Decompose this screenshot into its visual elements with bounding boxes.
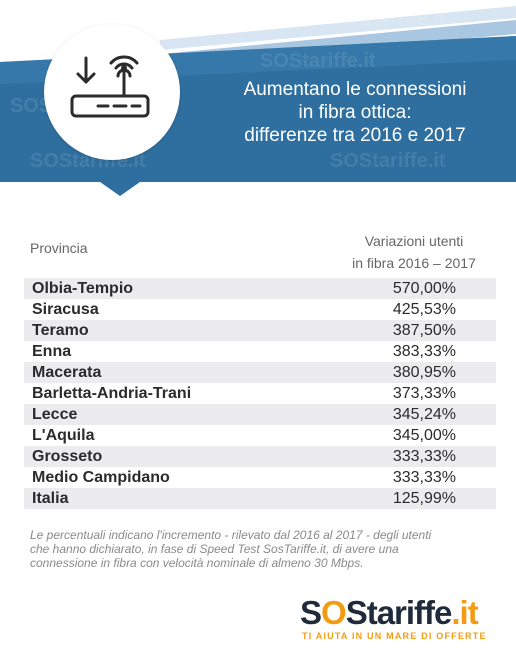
table-row: Macerata 380,95% [24,362,496,383]
row-valore: 570,00% [392,279,456,297]
footnote-line-3: connessione in fibra con velocità nomina… [30,556,364,570]
data-table: Olbia-Tempio 570,00% Siracusa 425,53% Te… [24,278,496,509]
table-row: Enna 383,33% [24,341,496,362]
title-line-3: differenze tra 2016 e 2017 [244,125,466,146]
row-valore: 425,53% [392,300,456,318]
logo-o: O [321,594,347,631]
watermark-3: SOStariffe.it [260,50,376,72]
row-provincia: Enna [32,342,72,360]
logo-dot-it: .it [451,594,478,631]
footnote-line-2: che hanno dichiarato, in fase di Speed T… [30,542,399,556]
row-valore: 345,00% [392,426,456,444]
page-title: Aumentano le connessioni in fibra ottica… [210,78,500,147]
header-banner: SOStariffe.it SOStariffe.it SOStariffe.i… [0,0,516,196]
footnote: Le percentuali indicano l'incremento - r… [30,528,490,570]
row-valore: 345,24% [392,405,456,423]
table-row: Italia 125,99% [24,488,496,509]
row-provincia: L'Aquila [32,426,95,444]
row-valore: 373,33% [392,384,456,402]
column-header-variazioni-line-2: in fibra 2016 – 2017 [352,255,476,271]
router-icon [70,55,150,118]
row-provincia: Barletta-Andria-Trani [32,384,192,402]
table-row: Grosseto 333,33% [24,446,496,467]
row-valore: 383,33% [392,342,456,360]
table-row: Barletta-Andria-Trani 373,33% [24,383,496,404]
watermark-5: SOStariffe.it [330,150,446,172]
logo-s2: S [345,594,368,631]
row-provincia: Lecce [32,405,78,423]
watermark-1: SOStariffe.it [330,8,446,30]
row-valore: 380,95% [392,363,456,381]
row-provincia: Medio Campidano [32,468,170,486]
row-provincia: Olbia-Tempio [32,279,134,297]
logo-tagline: TI AIUTA IN UN MARE DI OFFERTE [302,631,487,641]
title-line-1: Aumentano le connessioni [243,79,467,100]
table-row: Siracusa 425,53% [24,299,496,320]
table-row: Teramo 387,50% [24,320,496,341]
logo-rest: tariffe [366,594,453,631]
row-provincia: Macerata [32,363,102,381]
row-provincia: Italia [32,489,69,507]
sostariffe-logo: SOStariffe.it TI AIUTA IN UN MARE DI OFF… [300,596,500,646]
table-row: Medio Campidano 333,33% [24,467,496,488]
column-header-variazioni: Variazioni utenti in fibra 2016 – 2017 [330,230,498,274]
footnote-line-1: Le percentuali indicano l'incremento - r… [30,528,432,542]
row-provincia: Siracusa [32,300,99,318]
logo-wordmark: SOStariffe.it [300,594,479,631]
row-valore: 125,99% [392,489,456,507]
row-valore: 333,33% [392,468,456,486]
table-row: L'Aquila 345,00% [24,425,496,446]
row-provincia: Grosseto [32,447,103,465]
title-line-2: in fibra ottica: [298,102,412,123]
row-provincia: Teramo [32,321,89,339]
icon-circle [44,24,180,160]
table-row: Lecce 345,24% [24,404,496,425]
row-valore: 333,33% [392,447,456,465]
column-header-variazioni-line-1: Variazioni utenti [364,233,464,249]
column-header-provincia: Provincia [30,240,88,256]
table-row: Olbia-Tempio 570,00% [24,278,496,299]
logo-s1: S [300,594,322,631]
row-valore: 387,50% [392,321,456,339]
